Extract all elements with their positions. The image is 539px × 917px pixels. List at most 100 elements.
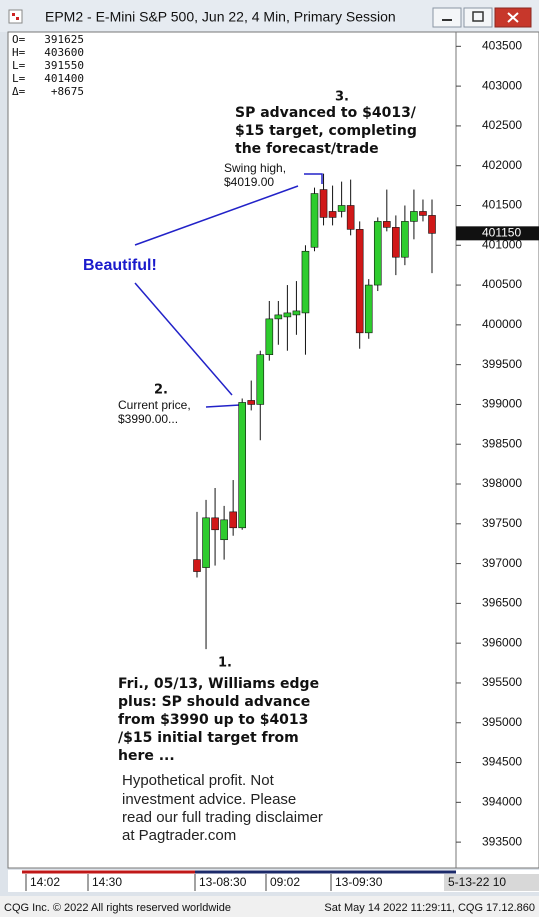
- info-value: 391625: [44, 33, 84, 46]
- annotation: /$15 initial target from: [118, 730, 299, 746]
- current-price-label: 401150: [482, 226, 521, 240]
- x-tick-label: 14:30: [92, 875, 122, 889]
- candle-body: [319, 189, 328, 218]
- y-tick-label: 400500: [482, 277, 522, 291]
- candle-body: [337, 205, 346, 212]
- annotation: the forecast/trade: [235, 141, 379, 157]
- candle-body: [247, 400, 256, 405]
- info-label: L=: [12, 72, 26, 85]
- x-tick-label: 13-08:30: [199, 875, 247, 889]
- candle-body: [193, 559, 201, 572]
- candle-body: [428, 215, 436, 234]
- candle-body: [346, 205, 355, 230]
- y-tick-label: 394000: [482, 795, 522, 809]
- annotation: SP advanced to $4013/: [235, 105, 417, 121]
- candle-body: [355, 229, 364, 334]
- disclaimer: investment advice. Please: [122, 791, 296, 808]
- info-label: L=: [12, 59, 26, 72]
- y-tick-label: 395500: [482, 675, 522, 689]
- connectors: [134, 173, 323, 408]
- candle-body: [301, 250, 310, 314]
- annotation: Current price,: [118, 398, 191, 412]
- y-tick-label: 400000: [482, 317, 522, 331]
- annotation: $4019.00: [224, 175, 274, 189]
- disclaimer: Hypothetical profit. Not: [122, 772, 275, 789]
- candle-body: [328, 211, 337, 218]
- app-icon-dot: [16, 17, 19, 20]
- annotation: plus: SP should advance: [118, 694, 310, 710]
- footer-right: Sat May 14 2022 11:29:11, CQG 17.12.860: [324, 902, 535, 914]
- info-value: +8675: [51, 85, 84, 98]
- y-tick-label: 398500: [482, 436, 522, 450]
- info-label: H=: [12, 46, 26, 59]
- candle-body: [229, 511, 237, 529]
- y-tick-label: 393500: [482, 834, 522, 848]
- annotation-number: 1.: [218, 656, 232, 671]
- candle-body: [265, 318, 274, 355]
- x-tick-label: 14:02: [30, 875, 60, 889]
- y-tick-label: 403500: [482, 38, 522, 52]
- connector-line: [134, 185, 299, 246]
- y-tick-label: 398000: [482, 476, 522, 490]
- maximize-icon: [472, 11, 484, 22]
- candle-body: [220, 519, 228, 541]
- info-label: O=: [12, 33, 26, 46]
- y-tick-label: 397000: [482, 556, 522, 570]
- connector-line: [304, 173, 323, 184]
- time-axis-highlight: [444, 874, 539, 891]
- candle-body: [383, 221, 391, 228]
- candle-body: [419, 211, 427, 216]
- connector-line: [205, 404, 241, 408]
- x-tick-label: 09:02: [270, 875, 300, 889]
- candle-body: [274, 314, 283, 320]
- maximize-button[interactable]: [463, 7, 493, 28]
- y-tick-label: 399500: [482, 357, 522, 371]
- y-tick-label: 401500: [482, 198, 522, 212]
- minimize-button[interactable]: [432, 7, 462, 28]
- info-value: 403600: [44, 46, 84, 59]
- current-price-box: [456, 226, 539, 241]
- close-icon: [507, 12, 519, 23]
- price-axis: [455, 31, 539, 869]
- annotation: from $3990 up to $4013: [118, 712, 308, 728]
- candle-body: [283, 312, 292, 318]
- y-tick-label: 394500: [482, 755, 522, 769]
- info-value: 391550: [44, 59, 84, 72]
- y-tick-label: 399000: [482, 397, 522, 411]
- candle-body: [202, 517, 210, 568]
- annotation-number: 2.: [154, 383, 168, 398]
- y-tick-label: 396000: [482, 635, 522, 649]
- candle-body: [410, 211, 418, 222]
- candle-body: [364, 284, 373, 334]
- time-separators: [25, 874, 332, 891]
- plot-area: [7, 31, 457, 869]
- y-tick-label: 397500: [482, 516, 522, 530]
- candle-body: [238, 402, 246, 529]
- y-tick-label: 402500: [482, 118, 522, 132]
- candle-body: [211, 517, 219, 531]
- y-tick-label: 403000: [482, 78, 522, 92]
- x-tick-label: 13-09:30: [335, 875, 383, 889]
- candle-body: [392, 227, 400, 258]
- candle-body: [373, 221, 382, 286]
- window-title: EPM2 - E-Mini S&P 500, Jun 22, 4 Min, Pr…: [45, 9, 396, 25]
- annotation: Beautiful!: [83, 257, 157, 274]
- app-icon-dot: [12, 13, 15, 16]
- annotation: Swing high,: [224, 161, 286, 175]
- candle-body: [292, 310, 301, 316]
- y-tick-label: 396500: [482, 596, 522, 610]
- app-icon: [8, 9, 23, 24]
- candle-body: [310, 193, 319, 248]
- annotation: $15 target, completing: [235, 123, 417, 139]
- connector-line: [134, 282, 233, 396]
- annotation: here ...: [118, 748, 175, 764]
- y-tick-label: 395000: [482, 715, 522, 729]
- candle-body: [401, 221, 409, 258]
- status-bar: [0, 896, 539, 917]
- disclaimer: read our full trading disclaimer: [122, 809, 323, 826]
- info-value: 401400: [44, 72, 84, 85]
- candle-body: [256, 354, 265, 405]
- y-tick-label: 401000: [482, 237, 522, 251]
- x-tick-label: 5-13-22 10: [448, 875, 506, 889]
